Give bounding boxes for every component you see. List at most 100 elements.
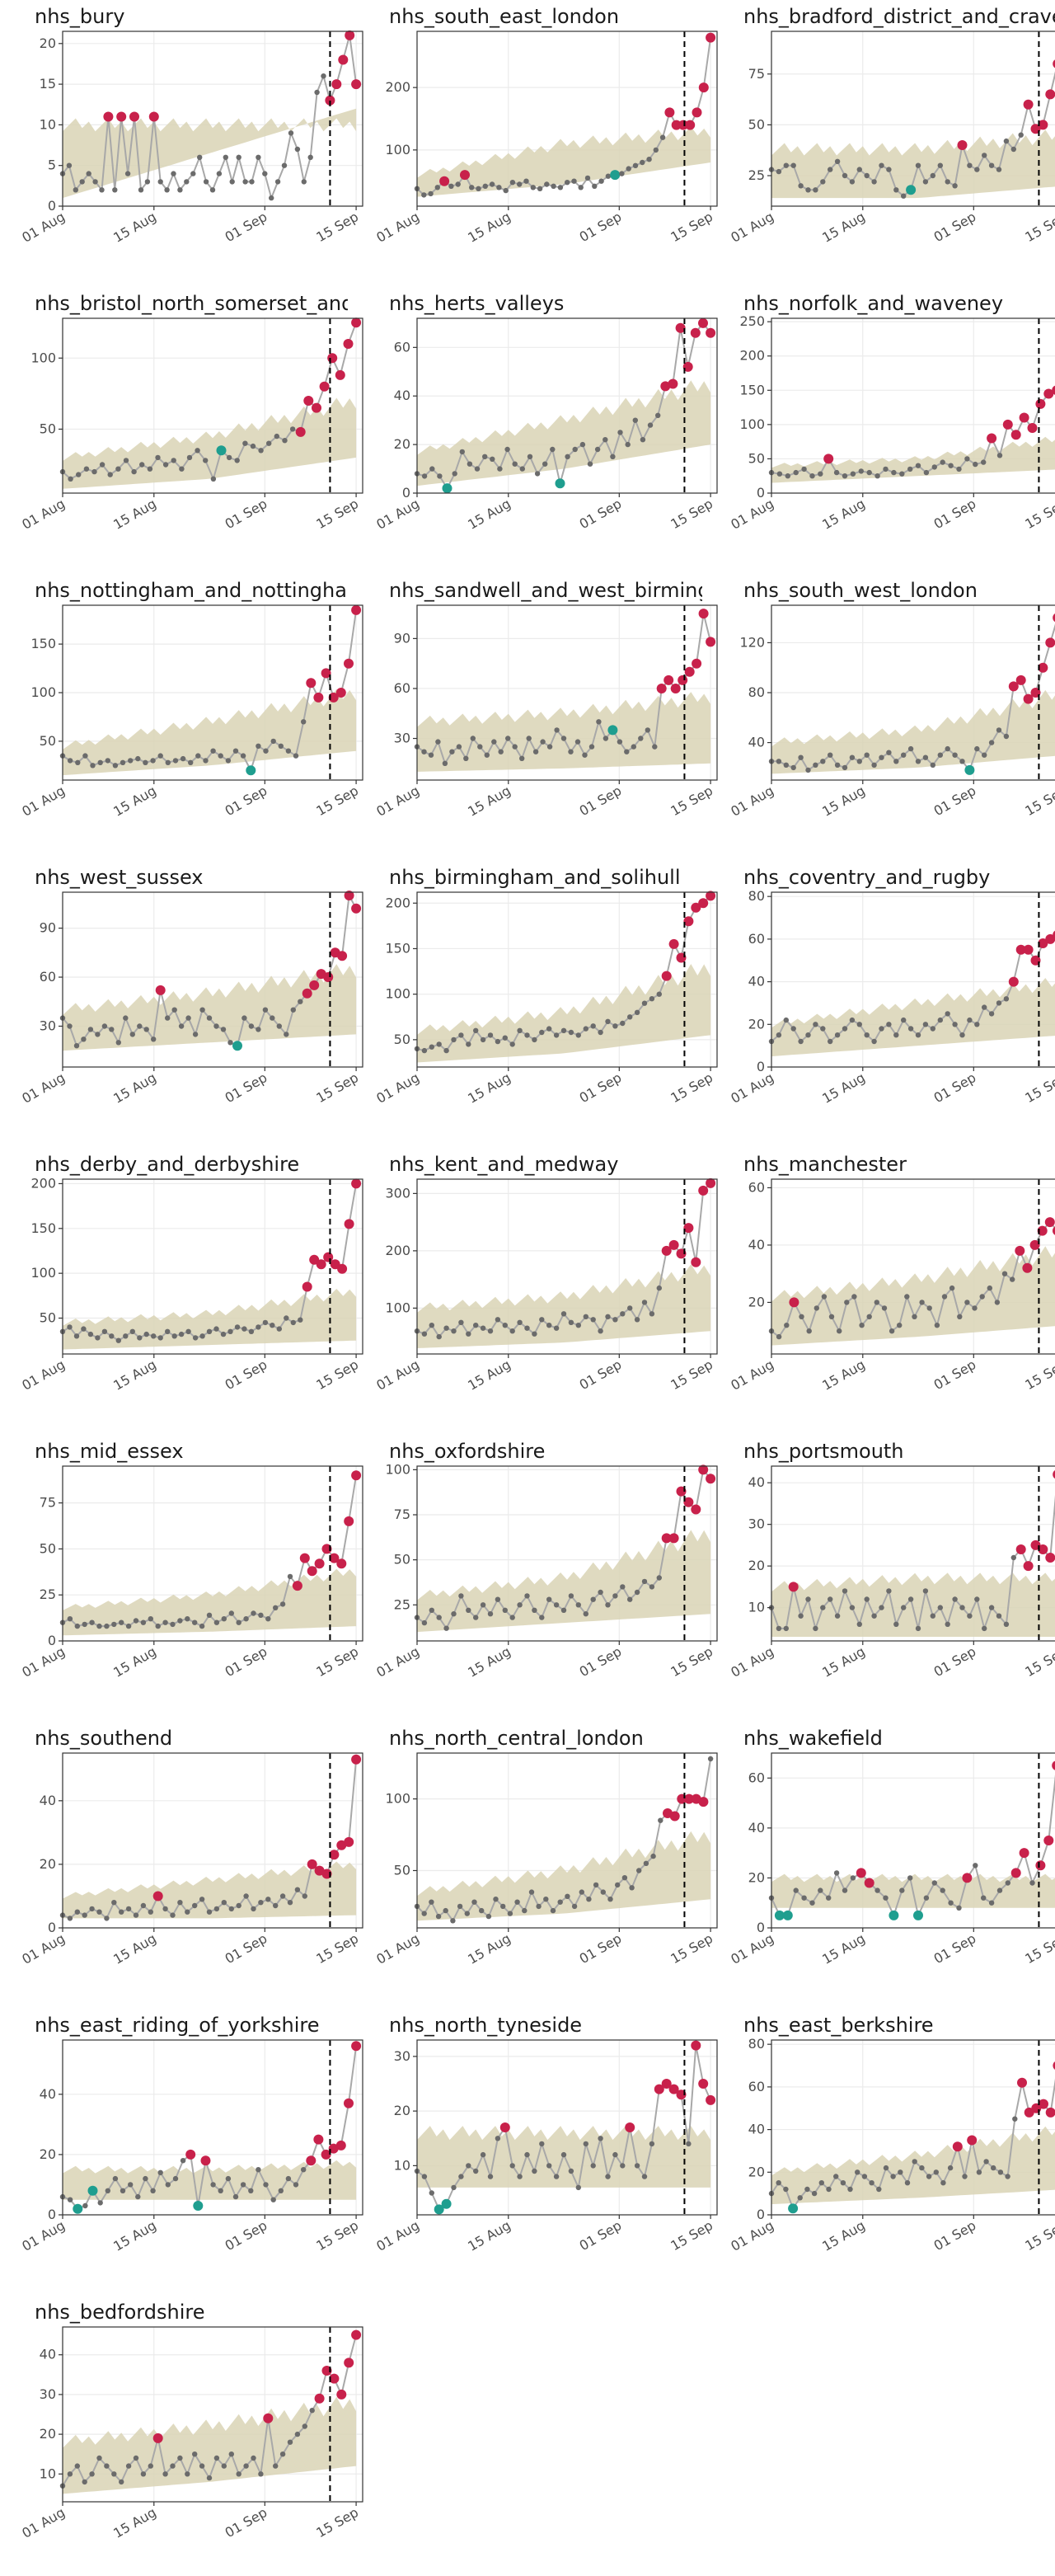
y-tick-label: 30 xyxy=(394,731,410,746)
data-point xyxy=(517,1319,523,1325)
data-point xyxy=(834,1032,841,1038)
data-point xyxy=(251,1610,256,1616)
x-tick-label: 01 Sep xyxy=(577,2217,625,2254)
high-alert-point xyxy=(328,2143,339,2154)
high-alert-point xyxy=(129,111,139,122)
data-point xyxy=(915,162,921,168)
x-tick-label: 15 Sep xyxy=(313,1069,361,1106)
high-alert-point xyxy=(302,988,312,999)
data-point xyxy=(551,183,556,189)
data-point xyxy=(148,2463,153,2469)
data-point xyxy=(157,179,163,185)
data-point xyxy=(457,1903,463,1910)
high-alert-point xyxy=(321,2149,331,2160)
data-point xyxy=(615,1882,621,1888)
x-tick-label: 01 Aug xyxy=(373,1643,422,1681)
data-point xyxy=(227,1040,233,1046)
chart-title: nhs_norfolk_and_waveney xyxy=(743,292,1004,315)
data-point xyxy=(930,762,935,768)
data-point xyxy=(937,162,943,168)
high-alert-point xyxy=(338,54,349,65)
x-tick-label: 15 Sep xyxy=(1022,1356,1055,1393)
data-point xyxy=(473,2168,479,2174)
data-point xyxy=(284,1032,289,1037)
data-point xyxy=(842,172,848,179)
y-tick-label: 80 xyxy=(748,2036,765,2052)
data-point xyxy=(996,1887,1003,1893)
data-point xyxy=(1018,132,1024,138)
high-alert-point xyxy=(683,1223,694,1234)
high-alert-point xyxy=(1053,1226,1055,1235)
data-point xyxy=(86,171,91,176)
data-point xyxy=(1003,1621,1010,1627)
data-point xyxy=(487,1328,494,1334)
data-point xyxy=(546,1026,552,1032)
chart-svg: 10 20 30 40 01 Aug 15 Aug 01 Sep 15 Sep xyxy=(728,1465,1055,1681)
data-point xyxy=(864,172,870,179)
data-point xyxy=(124,171,131,176)
data-point xyxy=(923,469,930,476)
data-point xyxy=(519,755,525,761)
data-point xyxy=(948,463,954,468)
data-point xyxy=(456,744,462,750)
data-point xyxy=(560,1607,567,1613)
data-point xyxy=(67,758,73,764)
data-point xyxy=(236,1902,241,1909)
low-alert-point xyxy=(774,1910,785,1920)
high-alert-point xyxy=(675,322,686,333)
data-point xyxy=(197,154,203,160)
data-point xyxy=(952,1596,958,1602)
data-point xyxy=(279,1601,286,1607)
data-point xyxy=(809,1900,815,1906)
x-tick-label: 01 Aug xyxy=(19,1930,68,1967)
low-alert-point xyxy=(782,1910,793,1920)
x-tick-label: 15 Aug xyxy=(110,209,159,246)
high-alert-point xyxy=(706,2094,716,2105)
data-point xyxy=(957,1314,963,1319)
data-point xyxy=(171,1007,177,1013)
high-alert-point xyxy=(706,1474,716,1484)
data-point xyxy=(284,1315,289,1321)
data-point xyxy=(82,1621,87,1628)
data-point xyxy=(99,462,106,468)
data-point xyxy=(826,2186,832,2193)
small-multiples-grid: nhs_bury 0 5 10 15 20 01 Aug 15 Aug 01 Sep 15 Sep… xyxy=(19,0,1055,2541)
data-point xyxy=(180,2158,186,2164)
data-point xyxy=(584,175,591,181)
data-point xyxy=(137,1335,143,1341)
data-point xyxy=(321,73,326,79)
y-tick-label: 10 xyxy=(40,116,56,132)
data-point xyxy=(897,1323,903,1328)
data-point xyxy=(949,1285,955,1291)
data-point xyxy=(801,1895,807,1901)
data-point xyxy=(554,727,560,733)
data-point xyxy=(793,469,799,476)
data-point xyxy=(893,1032,899,1038)
chart-panel: nhs_south_east_london 100 200 01 Aug 15 Aug 0… xyxy=(373,0,720,280)
data-point xyxy=(192,1619,198,1625)
data-point xyxy=(907,1596,914,1602)
data-point xyxy=(243,1893,249,1899)
y-tick-label: 40 xyxy=(748,1237,765,1253)
data-point xyxy=(213,2455,220,2461)
x-tick-label: 15 Aug xyxy=(110,2504,159,2541)
data-point xyxy=(937,752,943,758)
data-point xyxy=(776,759,782,764)
data-point xyxy=(74,2463,81,2469)
x-tick-label: 01 Aug xyxy=(373,2217,422,2254)
data-point xyxy=(186,454,193,461)
data-point xyxy=(466,1331,471,1337)
x-tick-label: 15 Aug xyxy=(465,496,513,533)
chart-panel: nhs_wakefield 0 20 40 60 01 Aug 15 Aug 01 Sep 15… xyxy=(728,1722,1055,2002)
data-point xyxy=(941,1294,948,1300)
data-point xyxy=(67,1916,73,1921)
x-tick-label: 15 Aug xyxy=(465,2217,513,2254)
data-point xyxy=(826,1895,832,1901)
data-point xyxy=(937,1605,943,1610)
data-point xyxy=(199,1007,205,1013)
data-point xyxy=(218,753,223,759)
data-point xyxy=(495,1596,501,1602)
data-point xyxy=(997,2169,1004,2175)
y-tick-label: 50 xyxy=(748,450,765,466)
data-point xyxy=(178,1331,185,1337)
